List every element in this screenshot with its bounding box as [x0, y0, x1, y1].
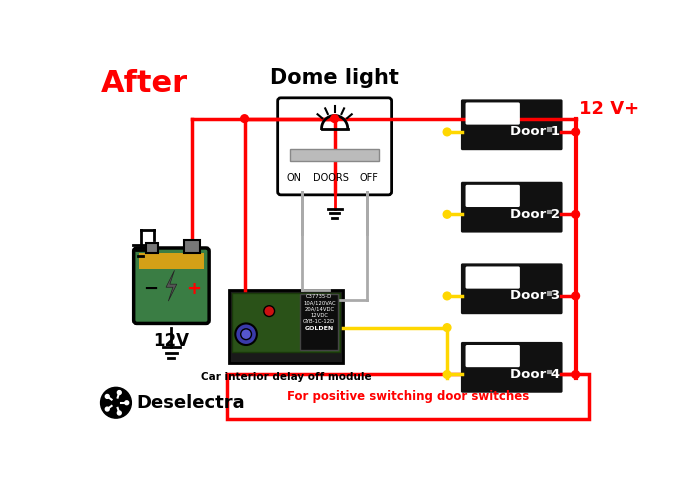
FancyBboxPatch shape — [461, 182, 562, 233]
FancyBboxPatch shape — [466, 102, 520, 124]
Text: C37735-D: C37735-D — [306, 294, 333, 299]
Text: After: After — [101, 69, 188, 98]
Text: Door 2: Door 2 — [511, 208, 560, 221]
Circle shape — [443, 371, 451, 378]
FancyBboxPatch shape — [277, 98, 392, 195]
Text: For positive switching door switches: For positive switching door switches — [288, 390, 530, 403]
Text: GYB-1C-12D: GYB-1C-12D — [303, 319, 335, 324]
Polygon shape — [166, 270, 177, 301]
Text: Door 3: Door 3 — [510, 289, 560, 303]
Circle shape — [443, 128, 451, 136]
Bar — [290, 149, 379, 161]
Circle shape — [118, 390, 121, 394]
Text: 12 V+: 12 V+ — [579, 100, 639, 118]
Circle shape — [572, 128, 579, 136]
Circle shape — [125, 401, 129, 405]
Circle shape — [241, 115, 248, 122]
Text: Deselectra: Deselectra — [137, 394, 245, 412]
Text: +: + — [186, 280, 201, 298]
Text: Door 4: Door 4 — [510, 368, 560, 381]
FancyBboxPatch shape — [466, 345, 520, 367]
Circle shape — [105, 394, 109, 398]
Text: 10A/120VAC: 10A/120VAC — [303, 300, 335, 305]
Circle shape — [443, 324, 451, 331]
Circle shape — [101, 387, 131, 418]
Text: DOORS: DOORS — [313, 173, 350, 183]
Bar — [227, 374, 589, 419]
Text: 12V: 12V — [154, 332, 190, 350]
Bar — [139, 253, 204, 269]
Text: GOLDEN: GOLDEN — [305, 326, 334, 331]
Bar — [233, 293, 340, 352]
Text: Car interior delay off module: Car interior delay off module — [201, 372, 371, 382]
Text: OFF: OFF — [360, 173, 379, 183]
Text: 12VDC: 12VDC — [310, 313, 328, 318]
Circle shape — [241, 329, 252, 340]
Bar — [545, 290, 551, 296]
Circle shape — [572, 371, 579, 378]
Circle shape — [235, 324, 257, 345]
Circle shape — [572, 210, 579, 218]
Bar — [545, 126, 551, 132]
Text: −: − — [143, 280, 158, 298]
Bar — [300, 294, 339, 350]
Circle shape — [330, 115, 339, 122]
FancyBboxPatch shape — [466, 266, 520, 288]
Circle shape — [105, 407, 109, 411]
Text: ON: ON — [286, 173, 301, 183]
Circle shape — [118, 411, 121, 415]
FancyBboxPatch shape — [461, 342, 562, 393]
FancyBboxPatch shape — [134, 248, 209, 324]
Bar — [229, 289, 343, 363]
FancyBboxPatch shape — [461, 264, 562, 314]
Bar — [184, 240, 200, 253]
Text: Dome light: Dome light — [270, 68, 399, 88]
Circle shape — [572, 292, 579, 300]
Circle shape — [443, 292, 451, 300]
Bar — [545, 369, 551, 374]
Circle shape — [264, 305, 275, 317]
Bar — [545, 208, 551, 214]
Circle shape — [443, 210, 451, 218]
Bar — [146, 244, 158, 253]
FancyBboxPatch shape — [466, 185, 520, 207]
Text: 20A/14VDC: 20A/14VDC — [304, 306, 335, 311]
Text: Door 1: Door 1 — [511, 125, 560, 139]
FancyBboxPatch shape — [461, 100, 562, 150]
